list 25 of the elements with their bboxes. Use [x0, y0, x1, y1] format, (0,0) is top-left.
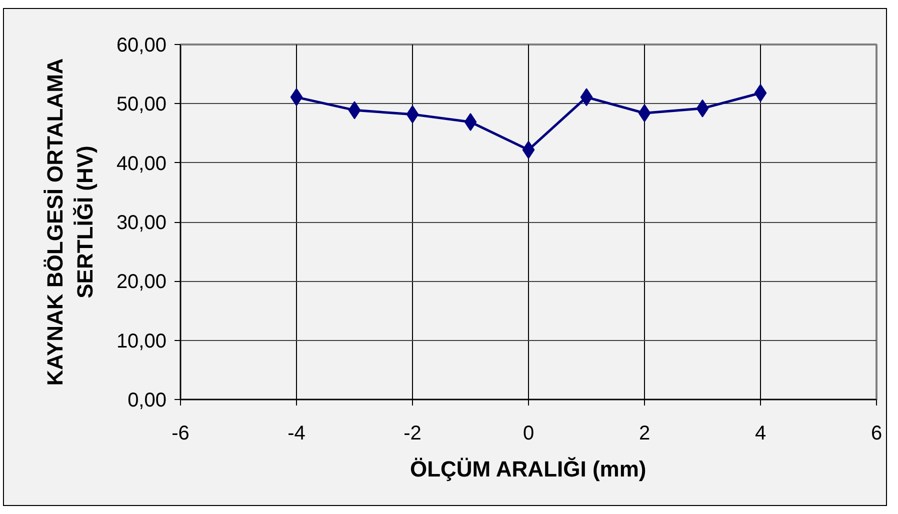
point: [348, 101, 361, 120]
x-tick-label: -6: [172, 422, 190, 444]
point: [696, 99, 709, 118]
point: [406, 105, 419, 124]
point: [464, 113, 477, 132]
y-axis-title: KAYNAK BÖLGESİ ORTALAMA SERTLİĞİ (HV): [42, 58, 98, 386]
x-tick-label: 2: [638, 422, 650, 444]
y-tick-label: 60,00: [116, 34, 167, 56]
point: [522, 140, 535, 159]
point: [290, 88, 303, 106]
x-tick-label: 0: [522, 422, 534, 444]
x-tick-label: -2: [404, 422, 422, 444]
y-tick-label: 50,00: [116, 94, 167, 116]
point: [638, 104, 651, 122]
y-tick-label: 30,00: [116, 212, 167, 234]
point: [580, 88, 593, 106]
x-tick-label: 4: [754, 422, 766, 444]
y-tick-label: 0,00: [128, 390, 167, 412]
point: [754, 84, 767, 102]
y-tick-label: 20,00: [116, 271, 167, 294]
x-tick-label: -4: [288, 422, 306, 444]
y-tick-label: 10,00: [116, 330, 167, 352]
x-tick-label: 6: [870, 422, 882, 444]
y-tick-label: 40,00: [116, 152, 167, 175]
x-axis-title: ÖLÇÜM ARALIĞI (mm): [410, 456, 646, 482]
